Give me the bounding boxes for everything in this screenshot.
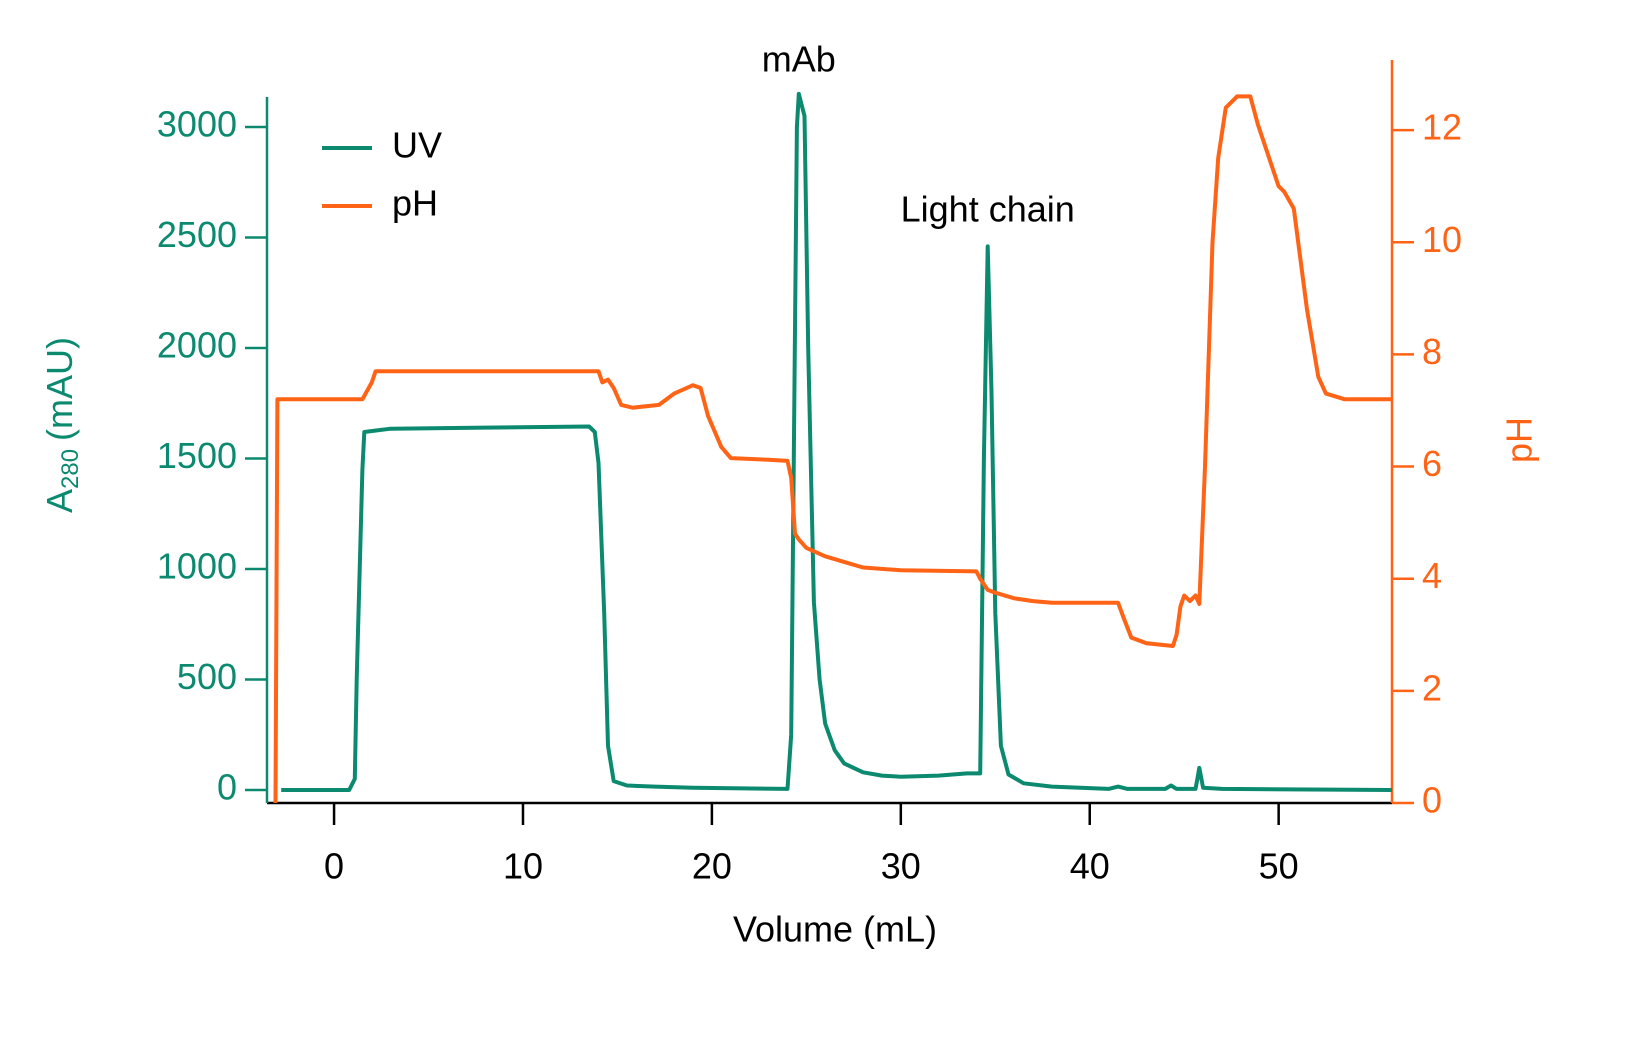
y-tick-label: 1000 [157, 546, 237, 587]
y-tick-label: 2500 [157, 214, 237, 255]
y2-tick-label: 0 [1422, 780, 1442, 821]
y-label-suffix: (mAU) [39, 337, 80, 441]
y2-tick-label: 8 [1422, 331, 1442, 372]
x-tick-label: 40 [1070, 846, 1110, 887]
series-line [281, 91, 1393, 792]
y-tick-label: 0 [217, 766, 237, 807]
y2-axis-label: pH [1499, 417, 1540, 463]
y2-tick-label: 12 [1422, 107, 1462, 148]
series-line [273, 94, 1392, 804]
y-axis-label: A280 (mAU) [39, 337, 85, 513]
legend-label: pH [392, 183, 438, 224]
y2-tick-label: 6 [1422, 443, 1442, 484]
x-tick-label: 20 [692, 846, 732, 887]
x-tick-label: 50 [1259, 846, 1299, 887]
y-tick-label: 1500 [157, 435, 237, 476]
legend-label: UV [392, 125, 442, 166]
x-axis-label: Volume (mL) [733, 909, 937, 950]
y2-tick-label: 4 [1422, 555, 1442, 596]
y-tick-label: 2000 [157, 325, 237, 366]
x-tick-label: 10 [503, 846, 543, 887]
y-tick-label: 500 [177, 656, 237, 697]
y2-tick-label: 10 [1422, 219, 1462, 260]
y-label-subscript: 280 [57, 449, 84, 489]
x-tick-label: 0 [324, 846, 344, 887]
y-label-main: A [39, 489, 80, 513]
x-tick-label: 30 [881, 846, 921, 887]
annotation: Light chain [901, 189, 1075, 230]
y-tick-label: 3000 [157, 104, 237, 145]
y2-tick-label: 2 [1422, 667, 1442, 708]
annotation: mAb [762, 39, 836, 80]
